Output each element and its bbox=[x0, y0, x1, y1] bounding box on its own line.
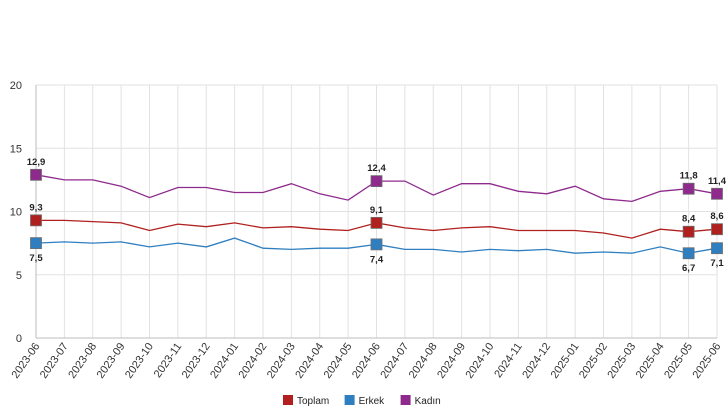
y-tick-label: 15 bbox=[10, 143, 22, 155]
x-tick-label: 2024-10 bbox=[463, 341, 496, 381]
y-tick-label: 5 bbox=[16, 270, 22, 282]
data-label: 6,7 bbox=[682, 263, 695, 274]
legend-label: Toplam bbox=[297, 396, 329, 407]
data-label: 11,8 bbox=[680, 171, 698, 182]
legend-swatch bbox=[283, 395, 293, 405]
data-point-marker bbox=[370, 175, 383, 188]
y-tick-label: 20 bbox=[10, 80, 22, 92]
data-point-marker bbox=[30, 214, 42, 227]
x-tick-label: 2025-06 bbox=[690, 341, 723, 381]
data-label: 9,1 bbox=[370, 205, 384, 216]
data-label: 12,4 bbox=[367, 163, 386, 174]
data-point-marker bbox=[30, 168, 42, 181]
data-label: 9,3 bbox=[29, 202, 42, 213]
data-point-marker bbox=[370, 238, 383, 251]
data-point-marker bbox=[682, 182, 695, 195]
legend-swatch bbox=[400, 395, 411, 405]
data-point-marker bbox=[682, 225, 695, 238]
y-axis: 0 5 10 15 20 bbox=[10, 80, 22, 345]
data-label: 7,5 bbox=[29, 253, 43, 264]
legend-swatch bbox=[344, 395, 355, 405]
grid bbox=[35, 84, 718, 339]
data-label: 8,4 bbox=[682, 214, 696, 225]
data-label: 7,1 bbox=[710, 258, 724, 269]
data-label: 12,9 bbox=[27, 157, 46, 168]
data-point-marker bbox=[370, 216, 383, 229]
y-tick-label: 10 bbox=[10, 207, 22, 219]
y-tick-label: 0 bbox=[16, 333, 22, 345]
data-label: 11,4 bbox=[708, 176, 727, 187]
data-point-marker bbox=[30, 237, 42, 250]
data-label: 8,6 bbox=[710, 211, 723, 222]
series-lines bbox=[30, 168, 723, 260]
legend-label: Kadın bbox=[415, 396, 441, 407]
legend: Toplam Erkek Kadın bbox=[283, 395, 441, 407]
x-axis: 2023-062023-072023-082023-092023-102023-… bbox=[9, 341, 723, 381]
data-point-marker bbox=[682, 247, 695, 260]
x-tick-label: 2023-10 bbox=[123, 341, 156, 381]
data-point-marker bbox=[711, 242, 723, 255]
legend-label: Erkek bbox=[359, 396, 386, 407]
data-label: 7,4 bbox=[370, 254, 384, 265]
data-point-marker bbox=[711, 223, 723, 236]
data-point-marker bbox=[711, 187, 723, 200]
point-labels: 12,9 9,3 7,5 12,4 9,1 7,4 11,8 8,4 6,7 11,4 8,6 7,1 bbox=[27, 157, 727, 274]
